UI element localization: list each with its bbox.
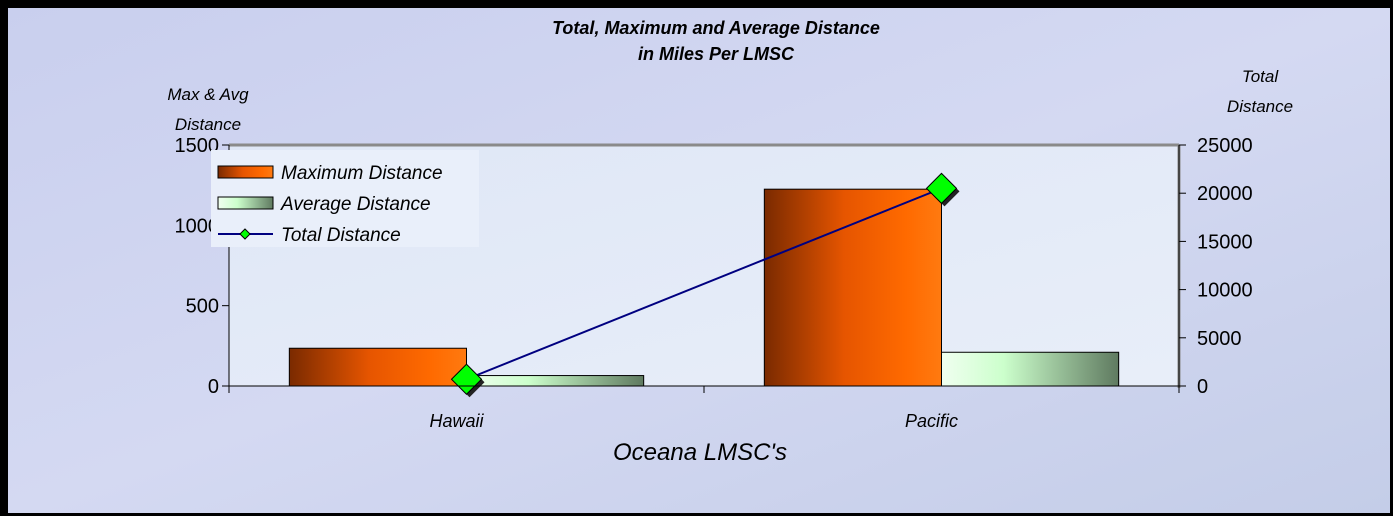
y-axis: 0 500 1000 1500 [175,135,230,398]
y2-axis: 0 5000 10000 15000 20000 25000 [1178,135,1253,398]
x-axis: Hawaii Pacific [228,385,1180,431]
y2-axis-title: Total Distance [1227,67,1293,116]
x-tick-label: Hawaii [429,411,484,431]
y-tick-label: 500 [186,296,219,318]
chart-title: Total, Maximum and Average Distance [552,18,880,38]
y-tick-label: 0 [208,376,219,398]
y2-tick-label: 5000 [1197,328,1242,350]
y2-tick-label: 15000 [1197,231,1253,253]
y2-tick-label: 10000 [1197,280,1253,302]
chart-subtitle: in Miles Per LMSC [638,44,795,64]
legend-swatch [217,165,274,179]
line-series [450,172,960,398]
y-axis-title: Max & Avg Distance [167,85,249,134]
y-tick-label: 1500 [175,135,220,157]
legend: Maximum Distance Average Distance Total Di… [211,150,479,247]
legend-label: Maximum Distance [281,163,443,184]
bar [941,351,1120,387]
bar [466,375,645,387]
y2-tick-label: 20000 [1197,183,1253,205]
y2-tick-label: 0 [1197,376,1208,398]
bar [763,188,943,387]
legend-label: Average Distance [280,194,431,215]
point-marker [450,363,483,395]
y-tick-label: 1000 [175,215,220,237]
legend-label: Total Distance [281,225,401,246]
bar-series [288,188,1120,387]
y2-tick-label: 25000 [1197,135,1253,157]
line-path [466,187,942,381]
bar [288,347,468,387]
x-axis-title: Oceana LMSC's [613,439,787,466]
x-tick-label: Pacific [905,411,958,431]
point-marker [925,172,958,205]
legend-swatch [217,196,274,210]
legend-marker [239,228,251,240]
